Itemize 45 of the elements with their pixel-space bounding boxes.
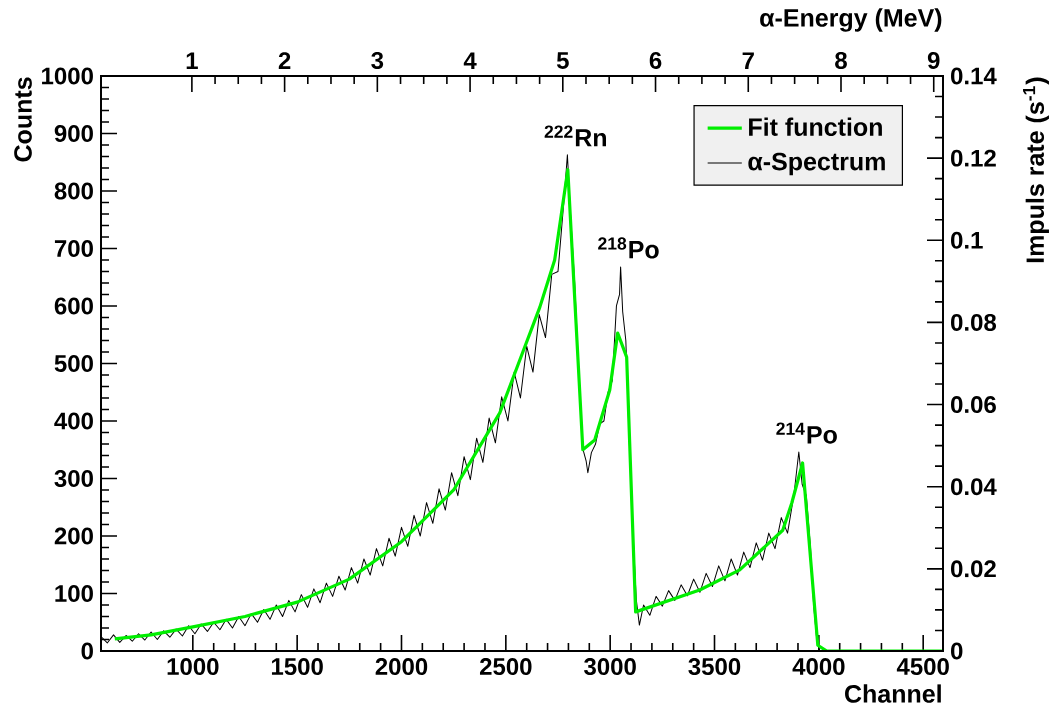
y-tick-label: 500 (54, 355, 93, 372)
x2-tick-label: 9 (927, 51, 940, 69)
y2-tick-label: 0.12 (951, 149, 996, 167)
annotation: $^{214}$Po (776, 422, 837, 444)
annotation: $^{222}$Rn (544, 125, 606, 147)
y-tick-label: 700 (54, 239, 93, 257)
y-tick-label: 900 (54, 124, 93, 142)
y-tick-label: 0 (81, 642, 93, 660)
y-tick-label: 1000 (42, 67, 93, 85)
legend-label: α-Spectrum (748, 152, 885, 176)
x-tick-label: 4500 (896, 658, 949, 676)
x-tick-label: 3500 (688, 658, 741, 676)
y2-tick-label: 0.08 (951, 313, 997, 331)
y2-tick-label: 0.14 (951, 67, 997, 85)
x2-tick-label: 4 (463, 52, 477, 69)
x2-tick-label: 1 (186, 52, 198, 69)
y2-tick-label: 0.02 (951, 560, 996, 578)
x-axis-title: Channel (845, 684, 941, 703)
x2-tick-label: 2 (278, 52, 291, 69)
x2-tick-label: 5 (556, 52, 569, 69)
legend-label: Fit function (749, 117, 882, 136)
y2-tick-label: 0.1 (951, 231, 983, 249)
y-tick-label: 100 (55, 585, 93, 602)
x2-axis-title: α-Energy (MeV) (760, 8, 942, 32)
x2-tick-label: 6 (649, 51, 662, 69)
x-tick-label: 1500 (271, 658, 323, 676)
x-tick-label: 2500 (479, 658, 532, 676)
x-tick-label: 4000 (792, 658, 845, 676)
y2-tick-label: 0 (951, 642, 963, 660)
x-tick-label: 2000 (375, 658, 428, 676)
x-tick-label: 1000 (167, 658, 219, 676)
annotation: $^{218}$Po (598, 237, 659, 259)
y2-tick-label: 0.04 (951, 478, 997, 496)
y2-axis-title: Impuls rate (s$^{-1}$) (1023, 77, 1049, 263)
y-tick-label: 300 (54, 469, 93, 488)
x-tick-label: 3000 (584, 658, 636, 676)
y-tick-label: 600 (54, 297, 93, 315)
x2-tick-label: 7 (742, 52, 754, 69)
y-tick-label: 400 (54, 412, 93, 430)
x2-tick-label: 3 (371, 51, 384, 69)
y-tick-label: 800 (54, 182, 93, 200)
y-tick-label: 200 (54, 527, 93, 545)
y2-tick-label: 0.06 (951, 396, 996, 414)
y-axis-title: Counts (14, 77, 32, 162)
x2-tick-label: 8 (835, 51, 847, 69)
